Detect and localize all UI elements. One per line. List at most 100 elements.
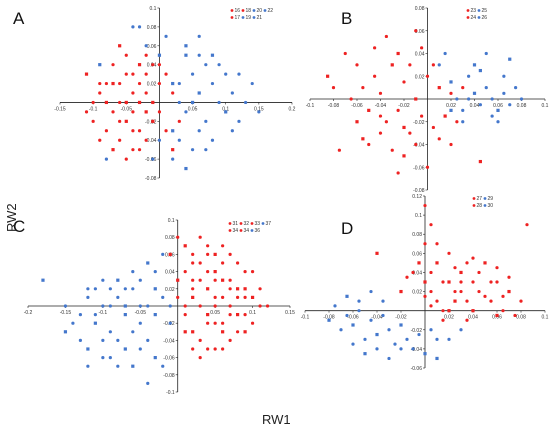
- x-tick-label: -0.15: [60, 310, 72, 316]
- data-point-red: [519, 299, 523, 303]
- data-point-red: [124, 119, 128, 123]
- data-point-blue: [375, 347, 379, 351]
- legend-marker: [252, 9, 256, 12]
- data-point-blue: [447, 337, 451, 341]
- data-point-red: [465, 318, 469, 322]
- data-point-blue: [508, 57, 512, 61]
- data-point-blue: [455, 97, 459, 101]
- data-point-red: [337, 148, 341, 152]
- data-point-red: [453, 289, 457, 294]
- data-point-red: [144, 91, 148, 95]
- data-point-blue: [157, 53, 162, 57]
- x-tick-label: -0.04: [375, 103, 387, 109]
- data-point-blue: [138, 321, 142, 325]
- x-tick-label: 0.1: [542, 103, 549, 109]
- data-point-blue: [217, 100, 221, 105]
- data-point-blue: [244, 100, 248, 105]
- y-tick-label: -0.04: [145, 138, 157, 144]
- data-point-red: [461, 86, 465, 90]
- data-point-red: [213, 347, 217, 351]
- data-point-red: [91, 119, 95, 123]
- data-point-red: [361, 137, 365, 141]
- data-point-blue: [478, 103, 482, 107]
- data-point-red: [84, 72, 89, 76]
- data-point-red: [396, 108, 400, 112]
- data-point-red: [131, 129, 135, 133]
- data-point-blue: [161, 295, 165, 299]
- data-point-red: [425, 74, 430, 78]
- data-point-blue: [502, 74, 506, 78]
- data-point-blue: [472, 63, 477, 67]
- data-point-blue: [190, 148, 195, 152]
- legend-entry: 21: [257, 15, 263, 21]
- data-point-red: [236, 287, 240, 291]
- y-tick-label: -0.08: [145, 176, 157, 182]
- data-point-red: [84, 110, 89, 114]
- y-tick-label: 0.04: [412, 270, 422, 276]
- x-tick-label: 0.15: [254, 106, 264, 112]
- data-point-red: [507, 289, 511, 294]
- data-point-red: [495, 280, 499, 284]
- data-point-blue: [345, 294, 349, 298]
- data-point-red: [124, 100, 128, 105]
- data-point-red: [411, 270, 415, 275]
- data-point-red: [489, 280, 493, 284]
- data-point-red: [183, 244, 187, 248]
- data-point-red: [367, 142, 371, 147]
- data-point-red: [384, 120, 388, 124]
- data-point-red: [471, 256, 475, 260]
- data-point-blue: [327, 318, 331, 322]
- y-tick-label: -0.04: [411, 347, 423, 353]
- data-point-red: [429, 223, 433, 227]
- data-point-blue: [490, 97, 494, 101]
- data-point-red: [91, 100, 95, 105]
- legend-entry: 29: [488, 196, 494, 202]
- data-point-blue: [250, 81, 254, 86]
- data-point-red: [213, 252, 217, 256]
- legend-marker: [466, 9, 470, 12]
- data-point-red: [250, 321, 255, 325]
- legend-marker: [228, 222, 232, 225]
- x-tick-label: 0.15: [285, 310, 295, 316]
- y-tick-label: -0.04: [413, 143, 425, 149]
- data-point-red: [151, 100, 155, 105]
- y-tick-label: -0.08: [413, 188, 425, 194]
- data-point-red: [111, 63, 115, 67]
- y-axis-title: RW2: [4, 203, 19, 232]
- data-point-red: [349, 97, 353, 101]
- data-point-blue: [131, 287, 135, 291]
- data-point-blue: [86, 347, 90, 351]
- legend-entry: 32: [244, 221, 250, 227]
- data-point-blue: [146, 304, 150, 308]
- data-point-blue: [78, 338, 82, 342]
- data-point-red: [431, 63, 435, 67]
- data-point-red: [198, 304, 202, 308]
- data-point-red: [399, 289, 403, 294]
- data-point-red: [183, 330, 187, 334]
- legend-marker: [263, 9, 267, 12]
- data-point-red: [198, 261, 202, 265]
- data-point-red: [236, 261, 240, 265]
- data-point-blue: [333, 304, 337, 308]
- data-point-blue: [131, 330, 135, 334]
- data-point-red: [124, 157, 128, 161]
- y-tick-label: -0.02: [413, 120, 425, 126]
- data-point-red: [378, 91, 383, 95]
- data-point-red: [118, 44, 122, 48]
- data-point-red: [258, 287, 262, 291]
- x-tick-label: -0.06: [351, 103, 363, 109]
- data-point-red: [489, 299, 493, 303]
- data-point-blue: [210, 53, 215, 57]
- data-point-blue: [197, 34, 201, 38]
- data-point-blue: [146, 338, 150, 342]
- data-point-red: [157, 81, 162, 86]
- data-point-red: [465, 299, 469, 303]
- data-point-red: [331, 86, 336, 90]
- data-point-red: [478, 159, 482, 164]
- data-point-blue: [123, 287, 127, 291]
- data-point-red: [131, 91, 135, 95]
- data-point-blue: [171, 129, 175, 133]
- legend-marker: [252, 16, 256, 19]
- data-point-blue: [357, 309, 361, 313]
- x-tick-label: 0.05: [210, 310, 220, 316]
